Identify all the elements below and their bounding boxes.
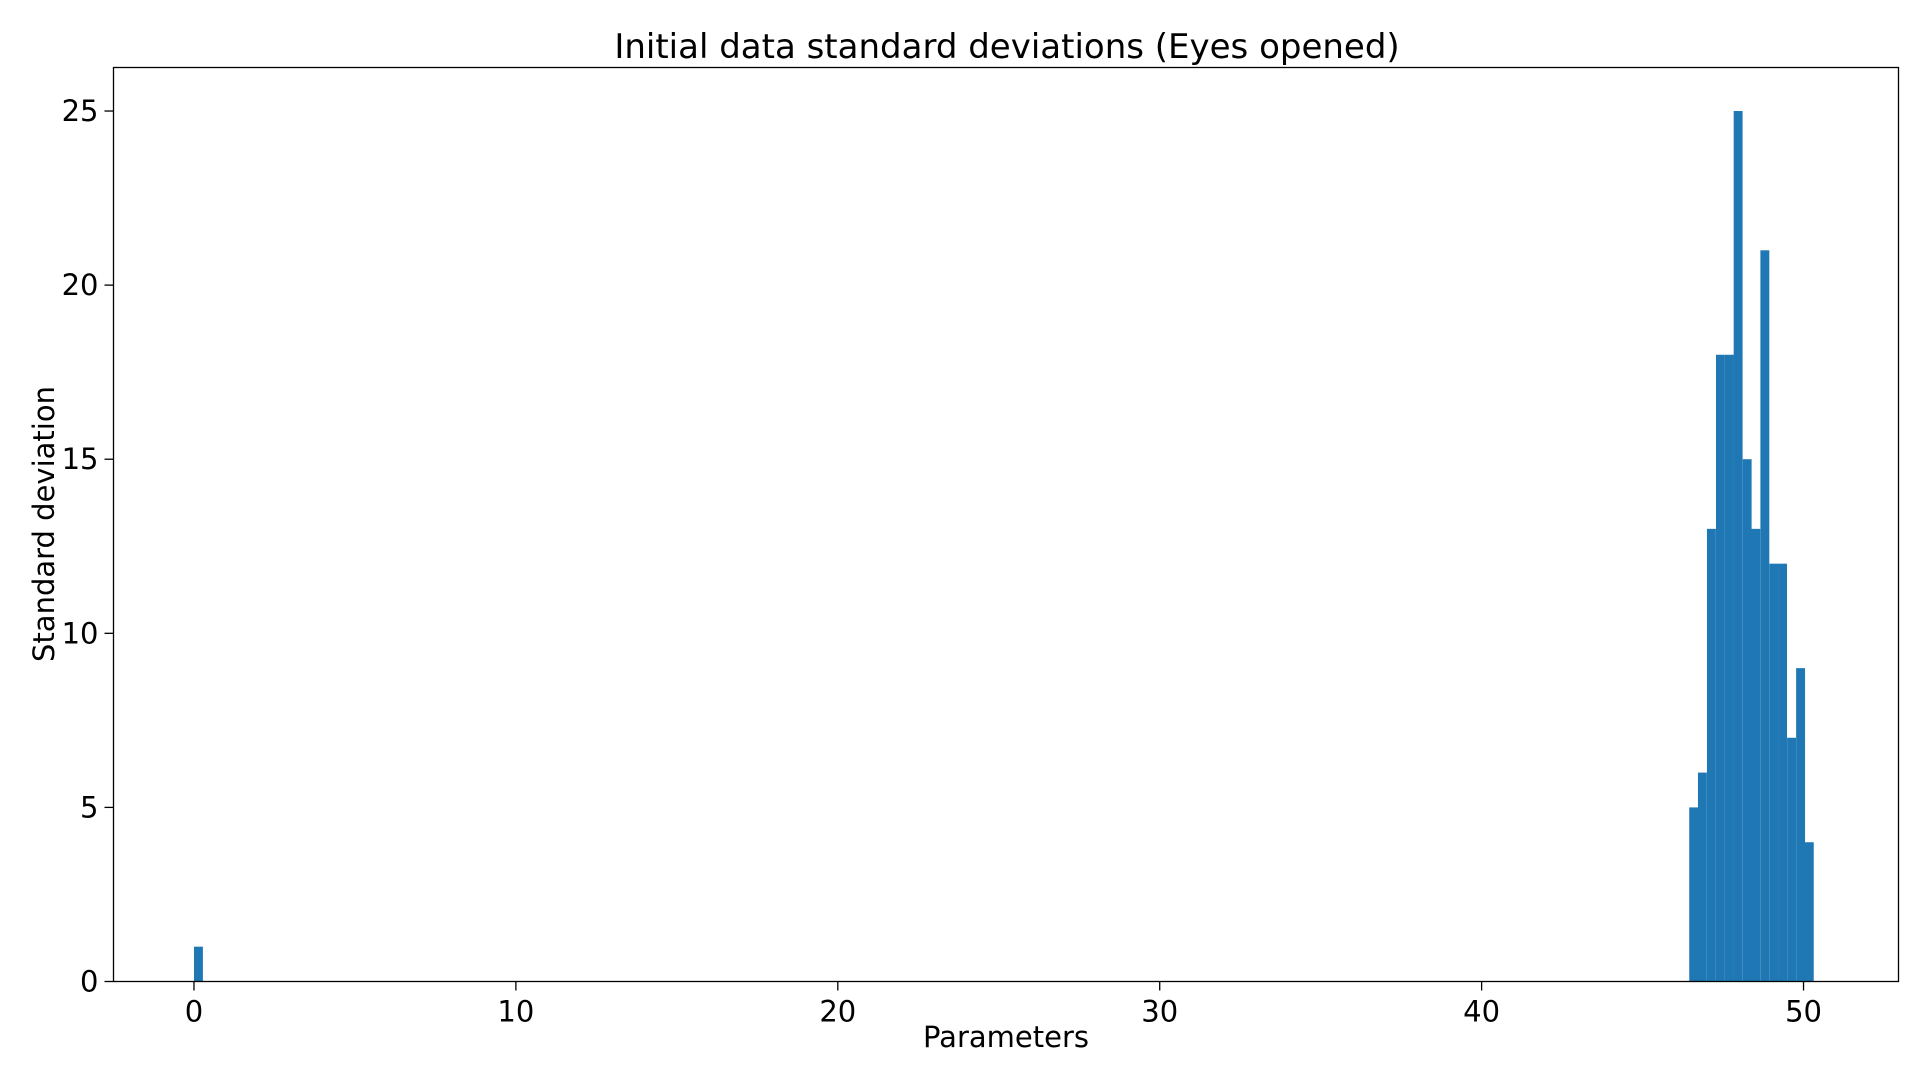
bar <box>1742 459 1752 982</box>
bar <box>1706 528 1716 982</box>
x-axis-ticks: 0 10 20 30 40 50 <box>185 981 1822 1029</box>
bar <box>1733 111 1743 982</box>
y-tick-label: 25 <box>62 94 99 128</box>
y-axis-ticks: 0 5 10 15 20 25 <box>62 94 114 999</box>
y-tick-label: 0 <box>80 965 98 999</box>
bars-group <box>193 111 1814 982</box>
bar <box>1724 354 1734 982</box>
x-tick-label: 20 <box>819 995 856 1029</box>
plot-area-frame <box>112 66 1900 983</box>
x-tick-label: 30 <box>1141 995 1178 1029</box>
x-tick-label: 50 <box>1785 995 1822 1029</box>
bar <box>1769 563 1779 982</box>
x-tick-label: 10 <box>497 995 534 1029</box>
bar <box>1796 668 1806 982</box>
bar <box>1804 842 1814 982</box>
x-tick-label: 0 <box>185 995 203 1029</box>
x-axis-label: Parameters <box>923 1020 1089 1054</box>
bar <box>1751 528 1761 982</box>
bar <box>1760 250 1770 982</box>
bar <box>1689 807 1699 982</box>
bar <box>1715 354 1725 982</box>
y-tick-label: 5 <box>80 790 98 824</box>
x-tick-label: 40 <box>1463 995 1500 1029</box>
bar <box>193 946 203 982</box>
bar <box>1778 563 1788 982</box>
y-tick-label: 10 <box>62 616 99 650</box>
y-axis-label: Standard deviation <box>27 386 61 662</box>
bar <box>1697 772 1707 982</box>
bar <box>1787 737 1797 982</box>
y-tick-label: 20 <box>62 268 99 302</box>
y-tick-label: 15 <box>62 442 99 476</box>
chart-title: Initial data standard deviations (Eyes o… <box>614 27 1399 67</box>
